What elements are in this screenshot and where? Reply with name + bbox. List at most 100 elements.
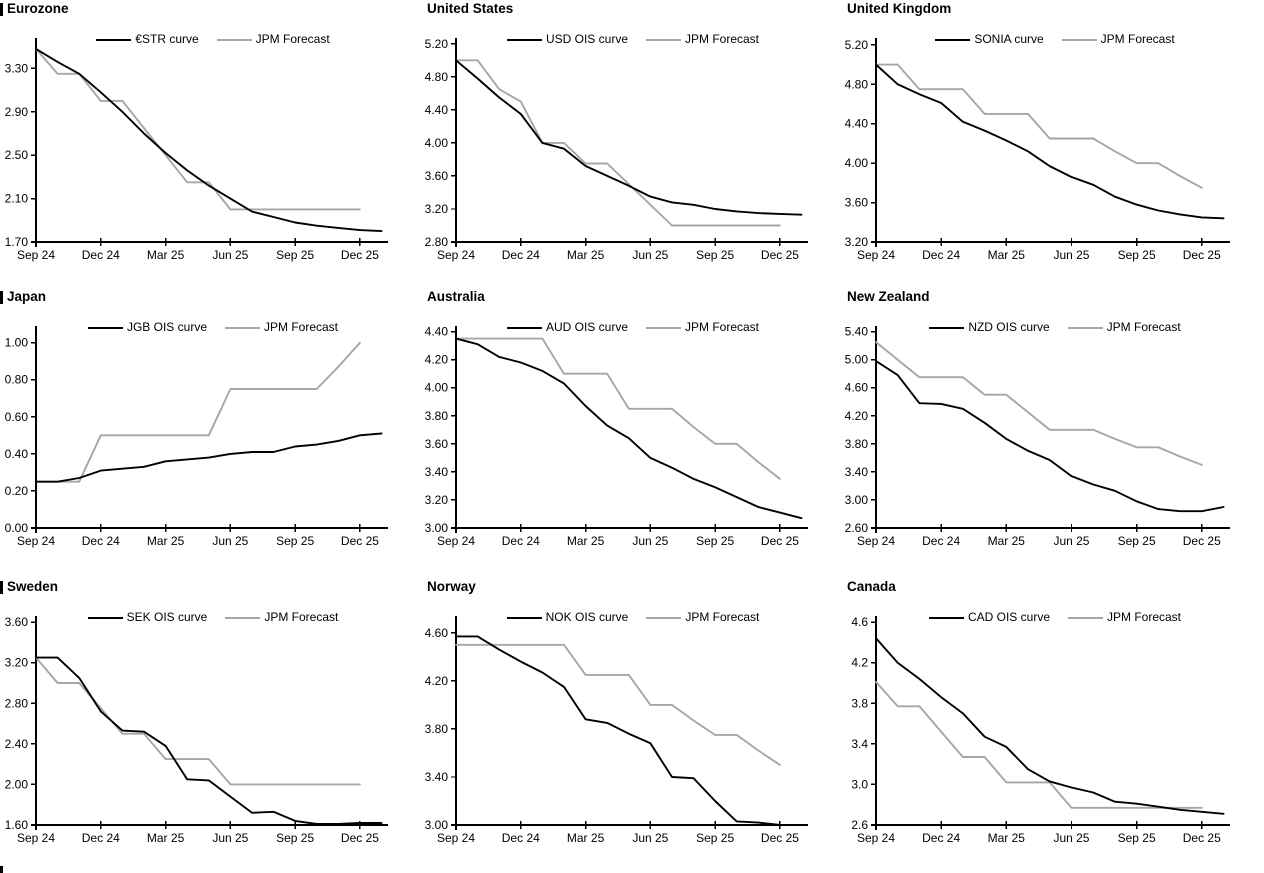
legend-line-sample-icon	[506, 38, 542, 41]
x-tick-label: Jun 25	[632, 248, 668, 262]
legend-item-forecast: JPM Forecast	[646, 610, 759, 625]
x-tick-label: Jun 25	[212, 831, 248, 845]
chart-legend: USD OIS curve JPM Forecast	[456, 32, 810, 47]
nzd-ois-curve-line	[875, 360, 1225, 513]
jpm-forecast-line	[35, 656, 361, 786]
legend-label: JPM Forecast	[685, 610, 760, 624]
x-tick-label: Jun 25	[212, 534, 248, 548]
y-tick-label: 4.20	[425, 674, 449, 688]
x-tick-label: Sep 25	[696, 831, 734, 845]
chart-title: Sweden	[7, 579, 59, 594]
legend-line-sample-icon	[216, 38, 252, 41]
y-tick-label: 2.90	[5, 105, 29, 119]
y-tick-label: 4.2	[851, 656, 868, 670]
legend-line-sample-icon	[225, 616, 261, 619]
chart-title: United States	[427, 1, 514, 16]
legend-line-sample-icon	[935, 38, 971, 41]
y-tick-label: 3.30	[5, 61, 29, 75]
chart-panel-united-states: United States USD OIS curve JPM Forecast…	[420, 0, 840, 288]
x-tick-label: Sep 24	[17, 534, 55, 548]
chart-panel-norway: Norway NOK OIS curve JPM Forecast 4.60 4.…	[420, 578, 840, 873]
legend-label: JPM Forecast	[1107, 610, 1182, 624]
usd-ois-curve-line	[455, 59, 803, 216]
x-tick-label: Dec 24	[502, 248, 540, 262]
x-tick-label: Dec 24	[502, 831, 540, 845]
y-tick-label: 4.40	[425, 325, 449, 339]
legend-item-main: JGB OIS curve	[87, 320, 207, 335]
jpm-forecast-line	[35, 47, 361, 211]
y-tick-label: 3.80	[425, 409, 449, 423]
jpm-forecast-line	[455, 643, 781, 766]
y-tick-label: 4.00	[845, 156, 869, 170]
section-marker	[0, 291, 3, 304]
chart-title: Japan	[7, 289, 47, 304]
y-tick-label: 0.40	[5, 447, 29, 461]
x-tick-label: Dec 25	[341, 534, 379, 548]
y-tick-label: 2.40	[5, 737, 29, 751]
y-tick-label: 3.40	[425, 465, 449, 479]
legend-label: JPM Forecast	[264, 320, 339, 334]
legend-label: JPM Forecast	[685, 320, 760, 334]
x-tick-label: Mar 25	[567, 248, 605, 262]
x-tick-label: Sep 25	[696, 534, 734, 548]
y-tick-label: 3.60	[845, 196, 869, 210]
legend-label: CAD OIS curve	[967, 610, 1050, 624]
y-tick-label: 0.20	[5, 484, 29, 498]
x-tick-label: Jun 25	[632, 831, 668, 845]
y-tick-label: 3.00	[845, 493, 869, 507]
y-tick-label: 0.80	[5, 373, 29, 387]
chart-title: Australia	[427, 289, 485, 304]
legend-line-sample-icon	[506, 616, 542, 619]
y-tick-label: 3.60	[425, 169, 449, 183]
y-tick-label: 3.20	[425, 493, 449, 507]
y-tick-label: 2.10	[5, 192, 29, 206]
y-tick-label: 3.60	[425, 437, 449, 451]
chart-title: Norway	[427, 579, 476, 594]
y-tick-label: 4.80	[845, 77, 869, 91]
chart-legend: €STR curve JPM Forecast	[36, 32, 390, 47]
y-tick-label: 3.20	[425, 202, 449, 216]
legend-line-sample-icon	[646, 616, 682, 619]
jpm-forecast-line	[35, 341, 361, 483]
x-tick-label: Dec 24	[502, 534, 540, 548]
y-tick-label: 5.40	[845, 325, 869, 339]
nok-ois-curve-line	[455, 635, 803, 826]
legend-item-main: CAD OIS curve	[928, 610, 1050, 625]
str-curve-line	[35, 47, 383, 233]
x-tick-label: Sep 25	[1118, 831, 1156, 845]
jpm-forecast-line	[875, 341, 1203, 466]
y-tick-label: 2.6	[851, 818, 868, 832]
x-tick-label: Sep 24	[437, 831, 475, 845]
legend-item-forecast: JPM Forecast	[646, 320, 759, 335]
legend-label: NOK OIS curve	[545, 610, 629, 624]
x-tick-label: Sep 24	[17, 831, 55, 845]
chart-legend: SEK OIS curve JPM Forecast	[36, 610, 390, 625]
x-tick-label: Sep 25	[276, 534, 314, 548]
sek-ois-curve-line	[35, 656, 383, 825]
x-tick-label: Jun 25	[1053, 831, 1089, 845]
x-tick-label: Sep 24	[17, 248, 55, 262]
y-tick-label: 2.60	[845, 521, 869, 535]
legend-item-main: SEK OIS curve	[87, 610, 207, 625]
x-tick-label: Sep 25	[696, 248, 734, 262]
cad-ois-curve-line	[875, 637, 1225, 815]
x-tick-label: Jun 25	[1053, 248, 1089, 262]
y-tick-label: 2.80	[5, 696, 29, 710]
legend-label: €STR curve	[135, 32, 199, 46]
legend-label: JPM Forecast	[685, 32, 760, 46]
x-tick-label: Dec 25	[761, 831, 799, 845]
x-tick-label: Mar 25	[567, 534, 605, 548]
x-tick-label: Sep 24	[857, 831, 895, 845]
chart-title: United Kingdom	[847, 1, 952, 16]
y-tick-label: 0.60	[5, 410, 29, 424]
legend-label: JPM Forecast	[255, 32, 330, 46]
legend-item-forecast: JPM Forecast	[1061, 32, 1175, 47]
legend-label: NZD OIS curve	[968, 320, 1050, 334]
x-tick-label: Dec 24	[922, 534, 960, 548]
